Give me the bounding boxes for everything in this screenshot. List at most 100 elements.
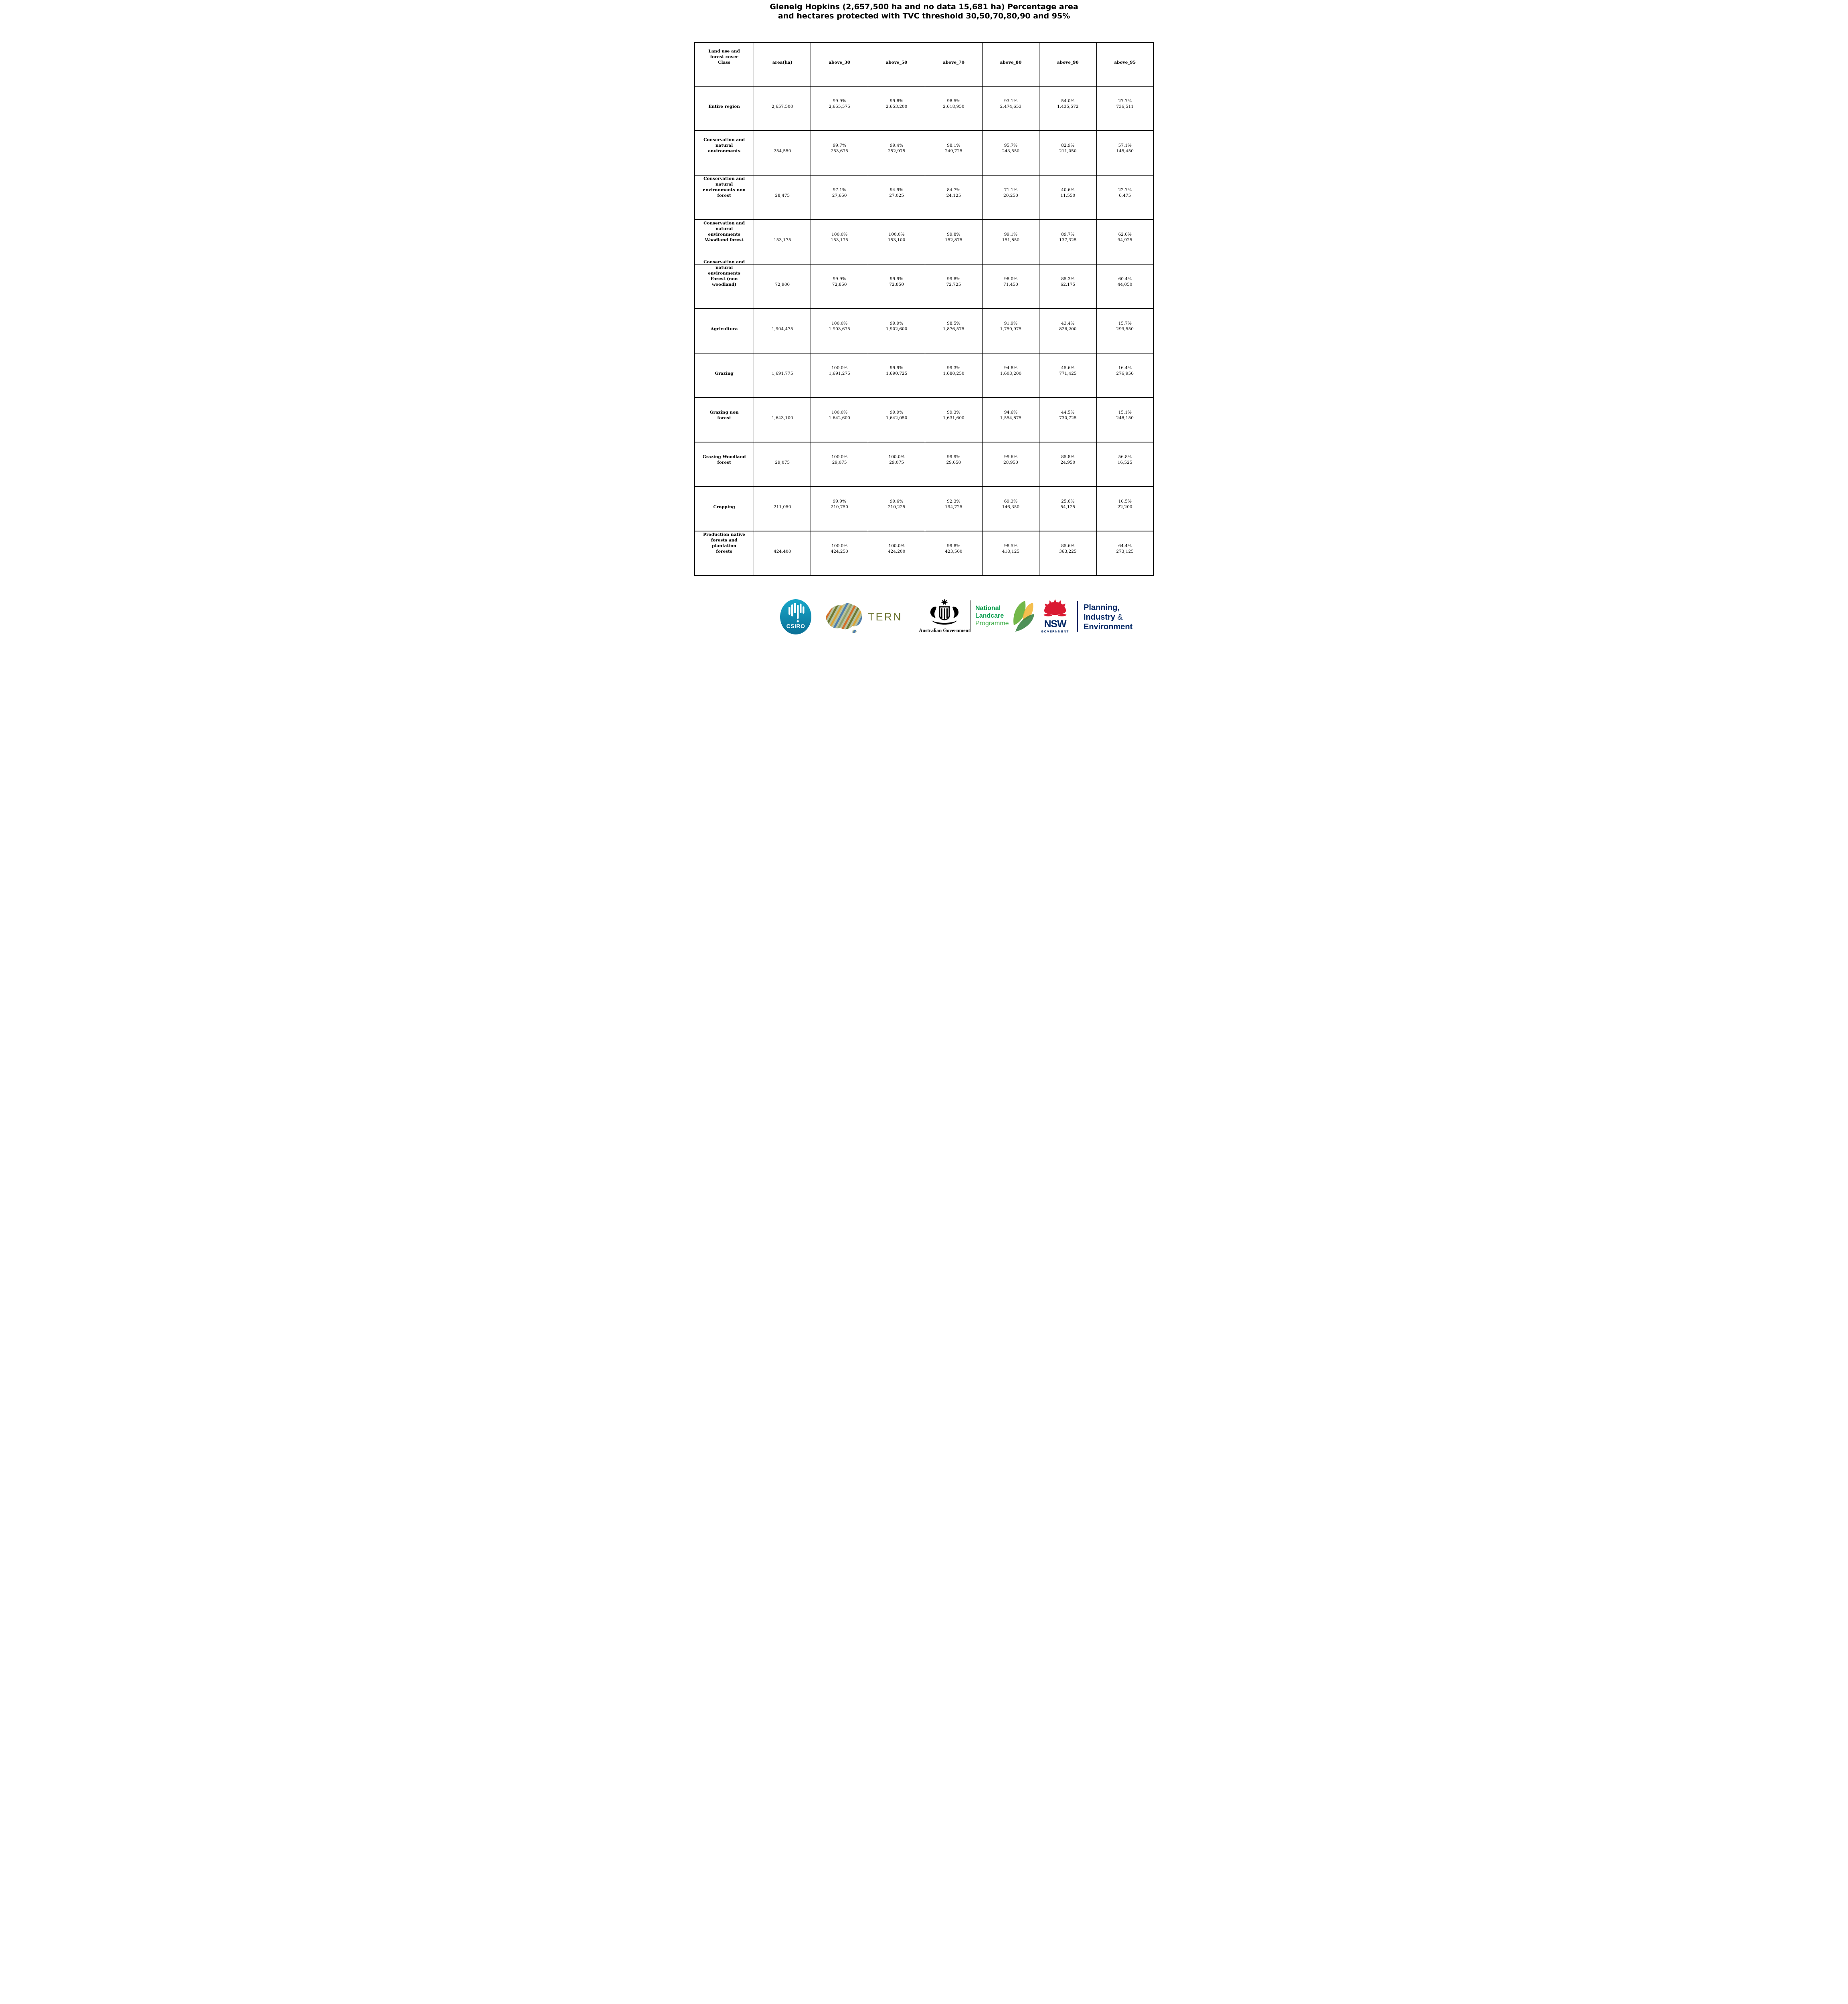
landcare-line1: National: [975, 605, 1001, 612]
value-block: 99.7% 253,675: [831, 143, 848, 154]
value-cell-above_90: 85.8% 24,950: [1039, 442, 1096, 486]
row-label-cell: Conservation and natural environments Woodl…: [695, 220, 754, 264]
row-label-cell: Conservation and natural environments non f…: [695, 176, 754, 219]
value-cell-above_30: 100.0% 1,903,675: [811, 309, 867, 353]
value-block: 43.4% 826,200: [1059, 321, 1077, 331]
value-cell-above_95: 60.4% 44,050: [1096, 265, 1153, 308]
australian-government-crest-icon: [930, 599, 959, 625]
column-header-label: above_90: [1057, 60, 1079, 65]
value-block: 95.7% 243,550: [1002, 143, 1020, 154]
value-block: 99.9% 1,642,050: [886, 410, 908, 420]
area-value: 254,550: [774, 149, 791, 154]
csiro-label: CSIRO: [787, 623, 805, 629]
table-row: Grazing Woodland forest 29,075 100.0% 29,075…: [695, 442, 1153, 486]
area-value: 1,691,775: [771, 371, 793, 376]
value-cell-above_70: 99.8% 72,725: [925, 265, 982, 308]
area-cell: 254,550: [754, 131, 811, 175]
value-block: 98.5% 1,876,575: [943, 321, 964, 331]
value-cell-above_30: 100.0% 29,075: [811, 442, 867, 486]
nsw-logo: NSW GOVERNMENT: [1039, 599, 1072, 633]
value-block: 99.9% 1,902,600: [886, 321, 908, 331]
area-cell: 153,175: [754, 220, 811, 264]
value-block: 99.9% 2,655,575: [829, 99, 850, 109]
row-label-cell: Grazing non forest: [695, 398, 754, 442]
value-cell-above_90: 89.7% 137,325: [1039, 220, 1096, 264]
value-cell-above_95: 56.8% 16,525: [1096, 442, 1153, 486]
value-cell-above_70: 98.1% 249,725: [925, 131, 982, 175]
value-cell-above_50: 99.6% 210,225: [867, 487, 925, 531]
area-value: 211,050: [774, 505, 791, 509]
area-cell: 1,691,775: [754, 354, 811, 397]
column-header-above_70: above_70: [925, 43, 982, 86]
value-cell-above_70: 84.7% 24,125: [925, 176, 982, 219]
value-block: 98.0% 71,450: [1003, 277, 1018, 287]
row-label: Cropping: [713, 505, 735, 509]
value-block: 100.0% 1,903,675: [829, 321, 850, 331]
table-row: Grazing non forest 1,643,100 100.0% 1,642,60…: [695, 397, 1153, 442]
row-label: Agriculture: [710, 327, 738, 331]
area-cell: 1,643,100: [754, 398, 811, 442]
value-block: 84.7% 24,125: [946, 188, 961, 198]
area-value: 1,643,100: [771, 416, 793, 420]
value-cell-above_80: 94.8% 1,603,200: [982, 354, 1039, 397]
page-title: Glenelg Hopkins (2,657,500 ha and no dat…: [693, 2, 1155, 21]
value-block: 99.9% 72,850: [889, 277, 904, 287]
row-label: Conservation and natural environments: [704, 137, 745, 154]
table-row: Entire region 2,657,500 99.9% 2,655,575 99.8…: [695, 86, 1153, 130]
value-cell-above_80: 71.1% 20,250: [982, 176, 1039, 219]
value-cell-above_95: 62.0% 94,925: [1096, 220, 1153, 264]
table-row: Conservation and natural environments Woodl…: [695, 219, 1153, 264]
value-block: 94.9% 27,025: [889, 188, 904, 198]
value-block: 57.1% 145,450: [1116, 143, 1134, 154]
value-block: 99.9% 1,690,725: [886, 366, 908, 376]
value-cell-above_95: 22.7% 6,475: [1096, 176, 1153, 219]
planning-line1: Planning,: [1084, 603, 1120, 612]
page-title-line2: and hectares protected with TVC threshol…: [778, 12, 1070, 20]
value-cell-above_70: 99.8% 152,875: [925, 220, 982, 264]
table-row: Production native forests and plantation fo…: [695, 531, 1153, 575]
column-header-above_30: above_30: [811, 43, 867, 86]
value-cell-above_80: 94.6% 1,554,875: [982, 398, 1039, 442]
value-block: 93.1% 2,474,653: [1000, 99, 1022, 109]
nsw-sub-label: GOVERNMENT: [1041, 630, 1069, 633]
value-cell-above_95: 10.5% 22,200: [1096, 487, 1153, 531]
value-cell-above_70: 99.8% 423,500: [925, 531, 982, 575]
row-label-cell: Grazing: [695, 354, 754, 397]
column-header-above_90: above_90: [1039, 43, 1096, 86]
value-block: 15.1% 248,150: [1116, 410, 1134, 420]
landcare-label: National Landcare Programme: [975, 604, 1009, 627]
value-block: 100.0% 1,642,600: [829, 410, 850, 420]
row-label: Grazing Woodland forest: [702, 455, 746, 465]
row-label-cell: Conservation and natural environments Fores…: [695, 260, 754, 308]
page-title-line1: Glenelg Hopkins (2,657,500 ha and no dat…: [770, 2, 1078, 11]
column-header-label: above_80: [1000, 60, 1022, 65]
value-cell-above_90: 85.6% 363,225: [1039, 531, 1096, 575]
value-block: 97.1% 27,650: [832, 188, 847, 198]
area-cell: 29,075: [754, 442, 811, 486]
value-cell-above_50: 100.0% 153,100: [867, 220, 925, 264]
area-value: 28,475: [775, 193, 790, 198]
value-cell-above_50: 100.0% 29,075: [867, 442, 925, 486]
area-value: 72,900: [775, 282, 790, 287]
value-cell-above_95: 16.4% 276,950: [1096, 354, 1153, 397]
value-block: 98.5% 2,618,950: [943, 99, 964, 109]
footer-logos: CSIRO: [693, 596, 1155, 638]
value-cell-above_90: 82.9% 211,050: [1039, 131, 1096, 175]
column-header-label: area(ha): [772, 60, 793, 65]
area-value: 1,904,475: [771, 327, 793, 331]
value-block: 16.4% 276,950: [1116, 366, 1134, 376]
tvc-table: Land use and forest cover Class area(ha) abo…: [694, 42, 1154, 576]
value-block: 98.5% 418,125: [1002, 543, 1020, 554]
table-row: Cropping 211,050 99.9% 210,750 99.6% 210,225 9…: [695, 486, 1153, 531]
value-block: 100.0% 424,200: [888, 543, 906, 554]
value-cell-above_50: 99.9% 1,642,050: [867, 398, 925, 442]
row-label: Production native forests and plantation fo…: [703, 532, 745, 554]
column-header-label: above_70: [943, 60, 964, 65]
value-block: 99.6% 28,950: [1003, 455, 1018, 465]
value-block: 64.4% 273,125: [1116, 543, 1134, 554]
value-cell-above_30: 100.0% 424,250: [811, 531, 867, 575]
value-block: 100.0% 153,175: [831, 232, 848, 242]
value-block: 99.1% 151,850: [1002, 232, 1020, 242]
value-block: 54.0% 1,435,572: [1057, 99, 1079, 109]
value-cell-above_30: 99.7% 253,675: [811, 131, 867, 175]
